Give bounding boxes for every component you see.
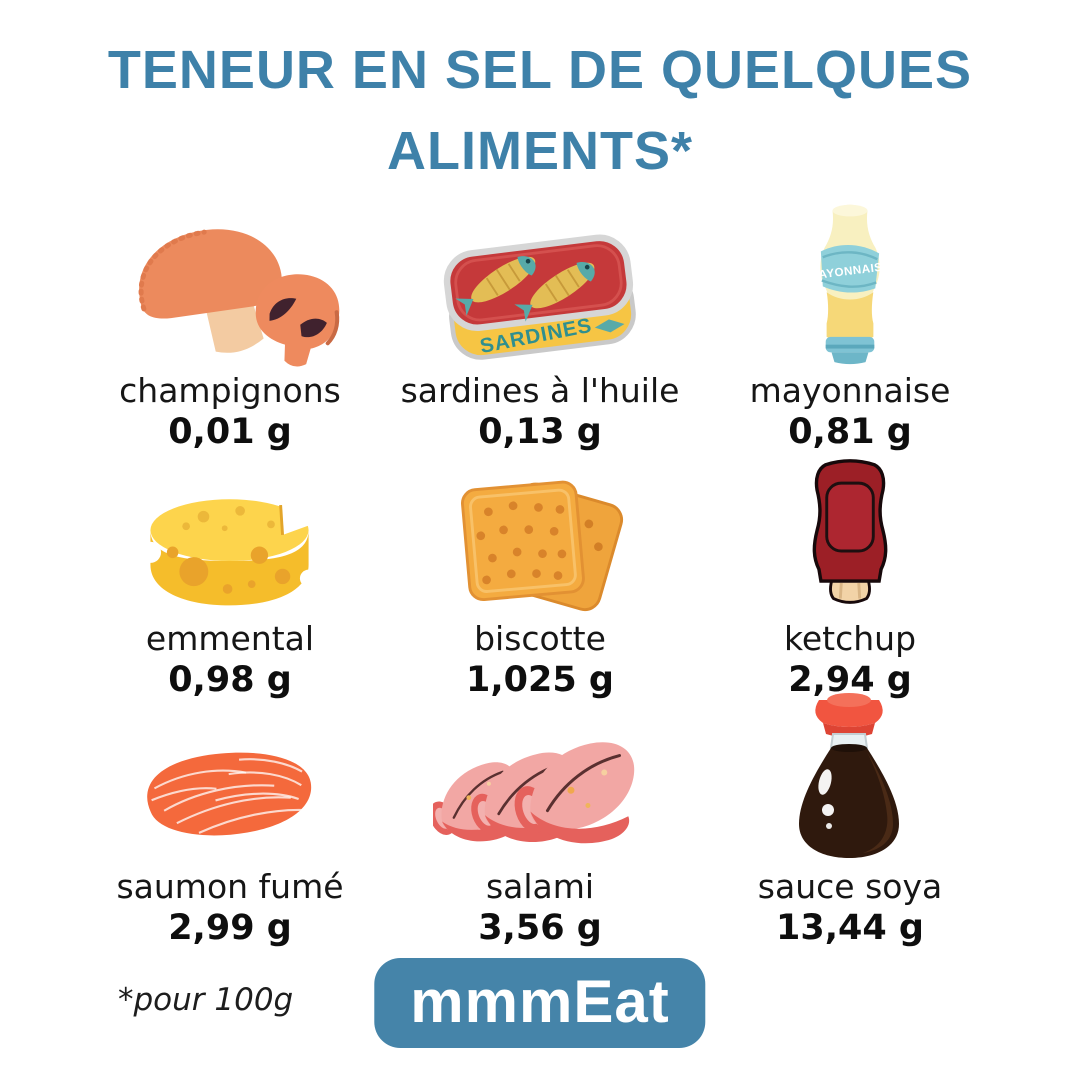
food-item-emmental: emmental 0,98 g xyxy=(75,460,385,700)
food-item-champignons: champignons 0,01 g xyxy=(75,212,385,452)
food-value: 13,44 g xyxy=(776,908,924,948)
food-value: 1,025 g xyxy=(466,660,614,700)
title-line-2: ALIMENTS* xyxy=(387,121,693,181)
salami-icon xyxy=(432,708,648,863)
food-name: saumon fumé xyxy=(116,867,344,906)
food-grid: champignons 0,01 g xyxy=(75,204,1005,948)
food-item-saumon-fume: saumon fumé 2,99 g xyxy=(75,708,385,948)
food-name: ketchup xyxy=(783,619,917,658)
food-value: 0,01 g xyxy=(168,412,292,452)
food-name: sauce soya xyxy=(757,867,943,906)
food-item-ketchup: ketchup 2,94 g xyxy=(695,457,1005,700)
food-value: 0,81 g xyxy=(788,412,912,452)
food-name: champignons xyxy=(119,371,341,410)
rusk-icon xyxy=(448,460,633,615)
ketchup-bottle-icon xyxy=(793,457,908,615)
food-name: salami xyxy=(485,867,595,906)
mayonnaise-bottle-icon: MAYONNAISE xyxy=(800,204,900,367)
food-name: emmental xyxy=(145,619,315,658)
food-value: 2,99 g xyxy=(168,908,292,948)
food-name: mayonnaise xyxy=(749,371,951,410)
food-item-sardines: SARDINES sardines à l'huile 0,13 g xyxy=(385,212,695,452)
brand-logo: mmmEat xyxy=(374,958,706,1048)
food-item-biscotte: biscotte 1,025 g xyxy=(385,460,695,700)
sardines-tin-icon: SARDINES xyxy=(433,212,648,367)
mushrooms-icon xyxy=(118,212,343,367)
food-item-mayonnaise: MAYONNAISE mayonnaise 0,81 g xyxy=(695,204,1005,452)
food-value: 3,56 g xyxy=(478,908,602,948)
food-value: 0,13 g xyxy=(478,412,602,452)
smoked-salmon-icon xyxy=(123,708,338,863)
footnote: *pour 100g xyxy=(118,982,294,1018)
food-item-salami: salami 3,56 g xyxy=(385,708,695,948)
food-name: biscotte xyxy=(474,619,606,658)
soy-sauce-bottle-icon xyxy=(783,693,918,863)
page-title: TENEUR EN SEL DE QUELQUES ALIMENTS* xyxy=(0,30,1080,192)
food-value: 0,98 g xyxy=(168,660,292,700)
title-line-1: TENEUR EN SEL DE QUELQUES xyxy=(107,40,973,100)
food-name: sardines à l'huile xyxy=(400,371,680,410)
cheese-icon xyxy=(135,460,325,615)
food-item-sauce-soya: sauce soya 13,44 g xyxy=(695,693,1005,948)
